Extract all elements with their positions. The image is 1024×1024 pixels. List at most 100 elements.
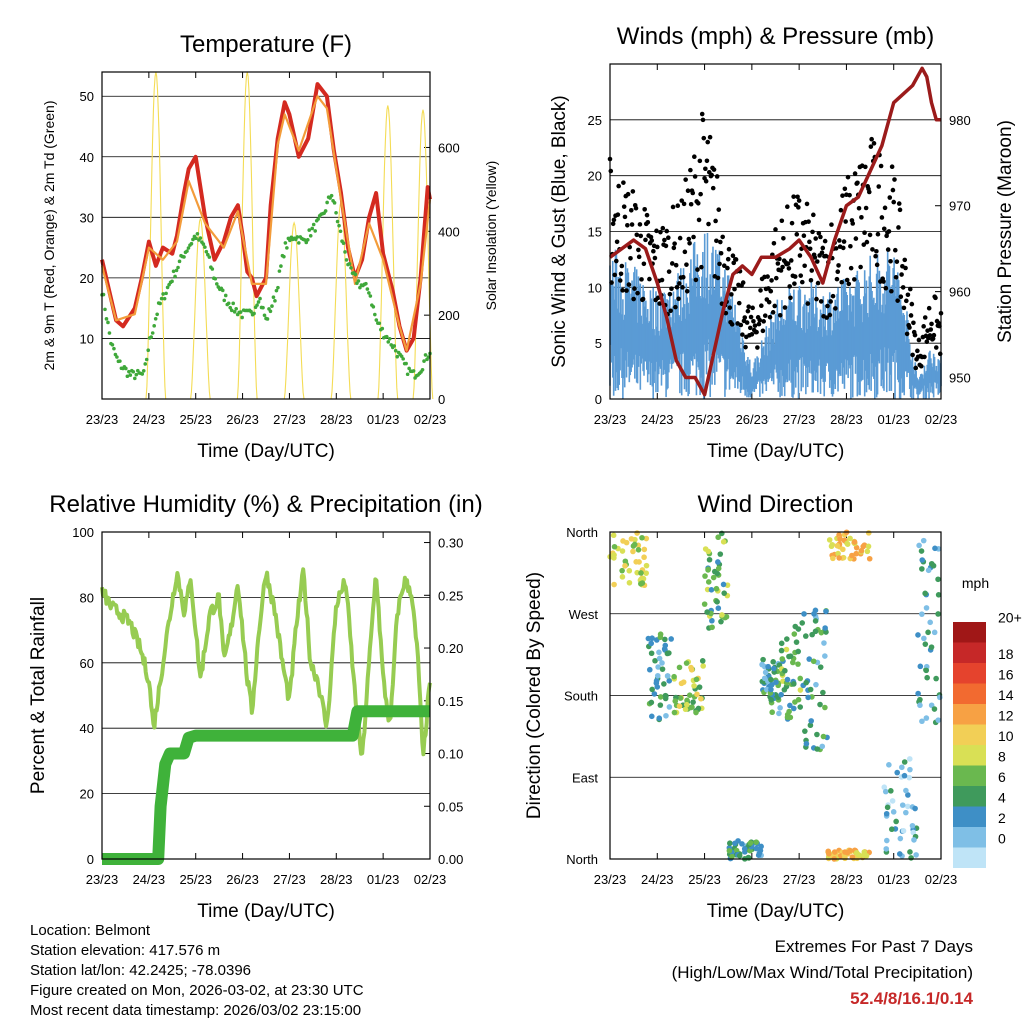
dewpoint-point	[305, 238, 310, 242]
direction-point	[830, 555, 836, 562]
gust-point	[896, 201, 902, 206]
dewpoint-point	[203, 245, 207, 249]
gust-point	[797, 253, 803, 258]
dewpoint-point	[297, 241, 301, 245]
x-axis-label: Time (Day/UTC)	[707, 441, 845, 462]
gust-point	[825, 303, 830, 309]
dewpoint-point	[150, 331, 155, 335]
direction-point	[908, 855, 914, 861]
direction-point	[686, 692, 693, 698]
colorbar-title: mph	[962, 575, 989, 591]
gust-point	[716, 207, 722, 212]
direction-point	[820, 689, 826, 696]
gust-point	[892, 247, 898, 253]
direction-point	[917, 663, 924, 670]
gust-point	[840, 245, 846, 251]
direction-point	[763, 686, 770, 693]
x-tick-label: 27/23	[273, 412, 306, 427]
direction-point	[906, 774, 913, 781]
direction-point	[802, 728, 808, 734]
direction-point	[758, 843, 764, 850]
dewpoint-point	[274, 288, 279, 293]
direction-point	[791, 631, 798, 637]
direction-point	[801, 611, 807, 617]
gust-point	[902, 257, 908, 263]
dewpoint-point	[295, 235, 300, 239]
y-tick-label: 20	[80, 787, 94, 802]
gust-point	[810, 229, 815, 235]
gust-point	[837, 238, 842, 243]
colorbar-label: 12	[998, 707, 1014, 723]
direction-point	[663, 712, 669, 719]
gust-point	[885, 247, 891, 252]
dewpoint-point	[386, 340, 391, 344]
dewpoint-point	[373, 312, 377, 317]
y-tick-label: 100	[72, 525, 94, 540]
gust-point	[819, 250, 825, 255]
direction-point	[814, 746, 820, 752]
gust-point	[866, 189, 872, 195]
gust-point	[806, 219, 811, 224]
gust-point	[873, 253, 878, 259]
dewpoint-point	[161, 292, 165, 296]
direction-point	[619, 567, 625, 574]
gust-point	[673, 304, 678, 310]
gust-point	[668, 308, 673, 314]
gust-point	[648, 234, 654, 240]
gust-point	[742, 315, 748, 320]
dewpoint-point	[261, 305, 265, 310]
direction-point	[860, 543, 867, 550]
gust-point	[660, 225, 666, 231]
direction-point	[931, 629, 938, 636]
direction-point	[842, 855, 848, 862]
gust-point	[796, 198, 802, 203]
direction-point	[661, 681, 667, 687]
dewpoint-point	[149, 335, 153, 339]
gust-point	[786, 266, 792, 271]
direction-point	[932, 545, 938, 552]
gust-point	[659, 277, 665, 283]
direction-point	[659, 666, 666, 672]
gust-point	[907, 286, 913, 292]
direction-point	[645, 635, 652, 642]
gust-point	[834, 276, 840, 282]
gust-point	[729, 322, 735, 327]
direction-point	[795, 696, 802, 703]
direction-point	[919, 557, 926, 563]
direction-point	[677, 695, 684, 701]
direction-point	[817, 664, 824, 670]
colorbar-label: 4	[998, 789, 1006, 805]
direction-point	[715, 534, 721, 541]
y-tick-label: 50	[80, 89, 94, 104]
gust-point	[910, 352, 915, 358]
direction-point	[678, 680, 685, 687]
gust-point	[701, 135, 707, 141]
gust-point	[772, 303, 778, 309]
gust-point	[620, 288, 625, 293]
direction-point	[921, 635, 927, 642]
gust-point	[628, 207, 634, 213]
direction-point	[797, 687, 804, 693]
direction-point	[810, 658, 817, 665]
gust-point	[696, 217, 702, 223]
gust-point	[699, 111, 705, 117]
gust-point	[795, 194, 800, 200]
gust-point	[632, 286, 637, 291]
dewpoint-point	[189, 241, 194, 246]
direction-point	[807, 722, 814, 729]
direction-point	[922, 641, 929, 647]
x-tick-label: 23/23	[594, 872, 627, 887]
gust-point	[912, 332, 918, 338]
dewpoint-point	[185, 249, 189, 253]
gust-point	[670, 204, 676, 210]
gust-point	[624, 288, 629, 293]
direction-point	[795, 648, 802, 655]
direction-point	[701, 601, 708, 607]
dewpoint-point	[134, 372, 139, 377]
dewpoint-point	[143, 362, 148, 366]
gust-point	[758, 288, 763, 293]
direction-point	[741, 846, 748, 852]
y-right-tick-label: 400	[438, 224, 460, 239]
y-right-axis-label: Solar Insolation (Yellow)	[483, 161, 499, 311]
direction-point	[619, 574, 626, 580]
